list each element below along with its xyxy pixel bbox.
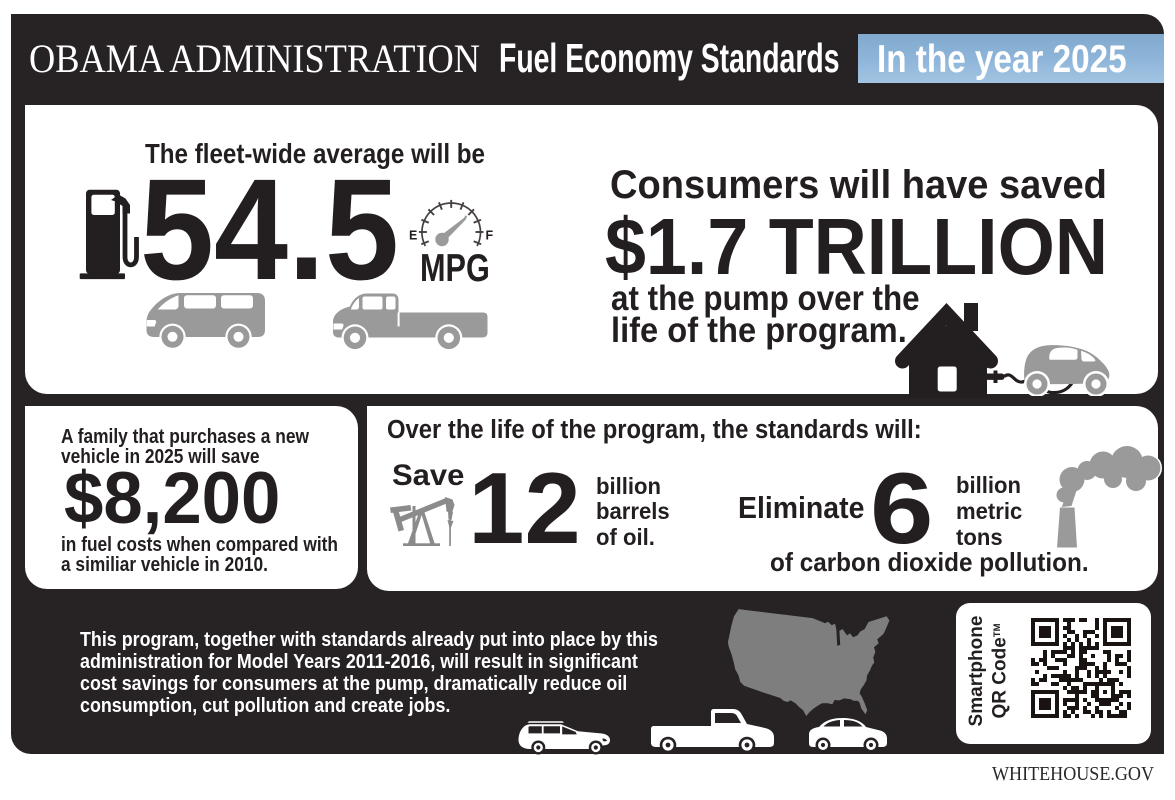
svg-text:E: E — [409, 228, 417, 242]
svg-text:F: F — [486, 228, 494, 242]
